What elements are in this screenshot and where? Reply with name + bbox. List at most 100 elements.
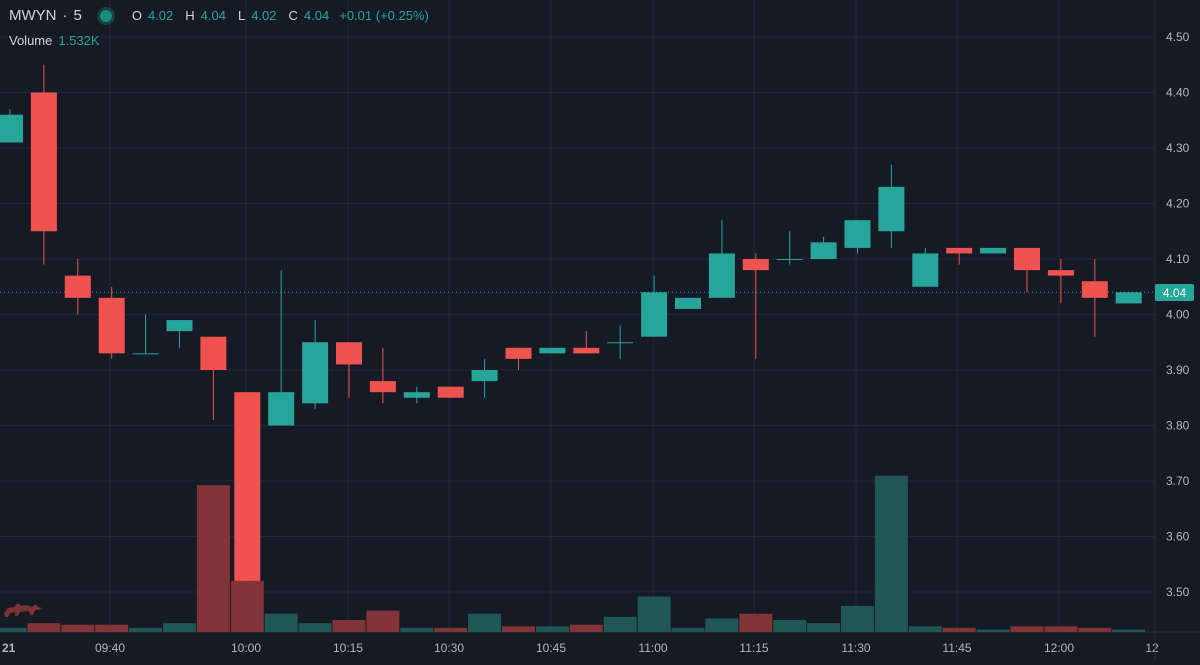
candle-body[interactable] — [573, 347, 600, 354]
y-tick-label: 4.00 — [1166, 308, 1190, 322]
candle-body[interactable] — [641, 292, 668, 337]
volume-bar — [298, 623, 332, 632]
volume-bar — [0, 627, 27, 632]
last-price-label: 4.04 — [1155, 284, 1194, 301]
separator: · — [62, 7, 68, 24]
x-tick-label: 10:45 — [536, 641, 566, 655]
candle-body[interactable] — [742, 259, 769, 271]
candle-body[interactable] — [539, 347, 566, 354]
y-tick-label: 3.80 — [1166, 419, 1190, 433]
volume-bar — [95, 624, 129, 632]
y-tick-label: 4.30 — [1166, 141, 1190, 155]
volume-bar — [400, 627, 434, 632]
candle-body[interactable] — [369, 381, 396, 393]
candle-body[interactable] — [505, 347, 532, 359]
candle-body[interactable] — [98, 297, 125, 354]
y-tick-label: 4.10 — [1166, 252, 1190, 266]
volume-bar — [61, 624, 95, 632]
candle-body[interactable] — [234, 392, 261, 581]
volume-label[interactable]: Volume — [9, 33, 53, 48]
volume-bar — [502, 626, 535, 632]
candle-body[interactable] — [166, 320, 193, 332]
volume-bar — [163, 623, 196, 632]
volume-bar — [1112, 629, 1146, 632]
volume-bar — [603, 616, 637, 632]
change-value: +0.01 (+0.25%) — [339, 8, 429, 23]
volume-bar — [129, 627, 163, 632]
y-tick-label: 4.40 — [1166, 86, 1190, 100]
candle-body[interactable] — [336, 342, 362, 365]
bull-logo-icon[interactable] — [2, 596, 44, 620]
x-tick-label: 10:00 — [231, 641, 261, 655]
volume-bar — [264, 613, 298, 632]
x-tick-label: 11:45 — [942, 641, 971, 655]
candle-body[interactable] — [403, 392, 430, 398]
candle-body[interactable] — [810, 242, 837, 259]
candle-body[interactable] — [708, 253, 735, 298]
volume-bar — [468, 613, 502, 632]
volume-bar — [637, 596, 671, 632]
candle-body[interactable] — [132, 353, 159, 355]
symbol-legend: MWYN · 5 O 4.02 H 4.04 L 4.02 C 4.04 +0.01 (… — [9, 7, 429, 24]
y-tick-label: 4.20 — [1166, 197, 1190, 211]
candle-body[interactable] — [1047, 270, 1074, 276]
candle-body[interactable] — [471, 370, 498, 382]
candle-body[interactable] — [1115, 292, 1142, 304]
candle-body[interactable] — [980, 247, 1007, 254]
volume-bar — [535, 626, 569, 632]
x-tick-label: 11:00 — [638, 641, 667, 655]
y-tick-label: 4.50 — [1166, 30, 1190, 44]
volume-bar — [807, 623, 841, 632]
candle-body[interactable] — [268, 392, 295, 426]
interval-label[interactable]: 5 — [73, 7, 82, 24]
y-tick-label: 3.60 — [1166, 530, 1190, 544]
volume-bar — [434, 627, 468, 632]
x-tick-label: 12 — [1145, 641, 1159, 655]
high-value: 4.04 — [200, 8, 226, 23]
low-label: L — [237, 8, 246, 23]
volume-bar — [705, 618, 739, 632]
candle-body[interactable] — [607, 342, 634, 344]
x-tick-label: 12:00 — [1044, 641, 1074, 655]
x-tick-label: 10:30 — [434, 641, 464, 655]
candle-body[interactable] — [302, 342, 329, 404]
candle-body[interactable] — [878, 186, 905, 232]
volume-bar — [366, 610, 400, 632]
candle-body[interactable] — [675, 297, 701, 309]
candle-body[interactable] — [200, 336, 227, 370]
x-tick-label: 09:40 — [95, 641, 125, 655]
volume-bar — [332, 620, 366, 632]
volume-bar — [976, 629, 1010, 632]
candle-body[interactable] — [912, 253, 939, 287]
volume-bar — [230, 580, 264, 632]
volume-value: 1.532K — [58, 33, 100, 48]
x-tick-label: 21 — [2, 641, 16, 655]
low-value: 4.02 — [251, 8, 277, 23]
market-status-icon[interactable] — [99, 9, 112, 22]
candle-body[interactable] — [776, 259, 803, 260]
symbol-name[interactable]: MWYN — [9, 7, 57, 24]
candle-body[interactable] — [1081, 281, 1108, 298]
candle-body[interactable] — [844, 220, 871, 248]
volume-bar — [1010, 626, 1044, 632]
candle-body[interactable] — [30, 92, 57, 232]
volume-bar — [1044, 626, 1078, 632]
volume-legend: Volume 1.532K — [9, 33, 100, 48]
candle-body[interactable] — [64, 275, 91, 298]
candle-body[interactable] — [0, 114, 23, 143]
open-label: O — [131, 8, 142, 23]
volume-bar — [1078, 627, 1112, 632]
volume-bar — [739, 613, 773, 632]
candle-body[interactable] — [437, 386, 464, 398]
volume-bar — [27, 623, 61, 632]
candle-body[interactable] — [946, 247, 973, 254]
open-value: 4.02 — [147, 8, 174, 23]
close-value: 4.04 — [303, 8, 330, 23]
volume-bar — [196, 485, 230, 632]
volume-bar — [671, 627, 705, 632]
candle-body[interactable] — [1014, 247, 1040, 271]
volume-bar — [874, 475, 908, 632]
volume-bar — [942, 627, 976, 632]
